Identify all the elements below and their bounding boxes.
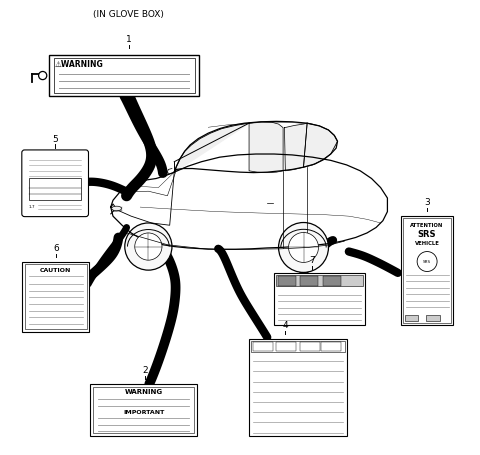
Text: SRS: SRS — [418, 230, 436, 239]
Bar — [94, 387, 194, 434]
Bar — [276, 342, 296, 351]
Polygon shape — [303, 123, 337, 167]
Text: 5: 5 — [52, 135, 58, 144]
Circle shape — [125, 223, 172, 270]
Circle shape — [288, 233, 318, 263]
Bar — [405, 314, 418, 321]
Text: 7: 7 — [309, 256, 314, 265]
Bar — [25, 264, 87, 329]
Text: 4: 4 — [283, 321, 288, 330]
Bar — [401, 216, 453, 325]
Polygon shape — [174, 123, 249, 172]
Text: 6: 6 — [53, 244, 59, 253]
Text: 1-7: 1-7 — [28, 205, 35, 209]
FancyBboxPatch shape — [22, 150, 88, 217]
Text: VEHICLE: VEHICLE — [415, 241, 440, 246]
Bar — [300, 277, 318, 286]
Circle shape — [135, 233, 162, 260]
Text: 2: 2 — [142, 366, 147, 375]
Bar — [49, 55, 199, 96]
Circle shape — [278, 222, 328, 273]
Bar — [321, 342, 341, 351]
Bar — [54, 58, 195, 93]
Text: (IN GLOVE BOX): (IN GLOVE BOX) — [94, 10, 164, 19]
Bar — [22, 262, 89, 332]
Bar — [274, 273, 365, 325]
Polygon shape — [285, 123, 307, 171]
Ellipse shape — [112, 206, 121, 211]
Bar — [252, 342, 273, 351]
Text: 1: 1 — [126, 35, 132, 44]
Text: WARNING: WARNING — [124, 389, 163, 395]
Text: SRS: SRS — [423, 259, 431, 263]
Bar — [90, 384, 197, 436]
Polygon shape — [249, 122, 283, 172]
Text: ⚠WARNING: ⚠WARNING — [55, 60, 104, 69]
Text: ATTENTION: ATTENTION — [410, 223, 444, 228]
Bar — [251, 341, 345, 352]
Bar — [29, 177, 81, 200]
Text: IMPORTANT: IMPORTANT — [123, 410, 164, 415]
Bar — [323, 277, 341, 286]
Bar — [276, 275, 363, 287]
Bar — [300, 342, 320, 351]
Bar — [249, 339, 347, 436]
Bar — [426, 314, 440, 321]
Circle shape — [417, 252, 437, 272]
Text: CAUTION: CAUTION — [40, 268, 72, 273]
Text: 3: 3 — [424, 198, 430, 207]
Bar — [403, 218, 451, 323]
Bar — [277, 277, 296, 286]
Circle shape — [38, 71, 47, 80]
